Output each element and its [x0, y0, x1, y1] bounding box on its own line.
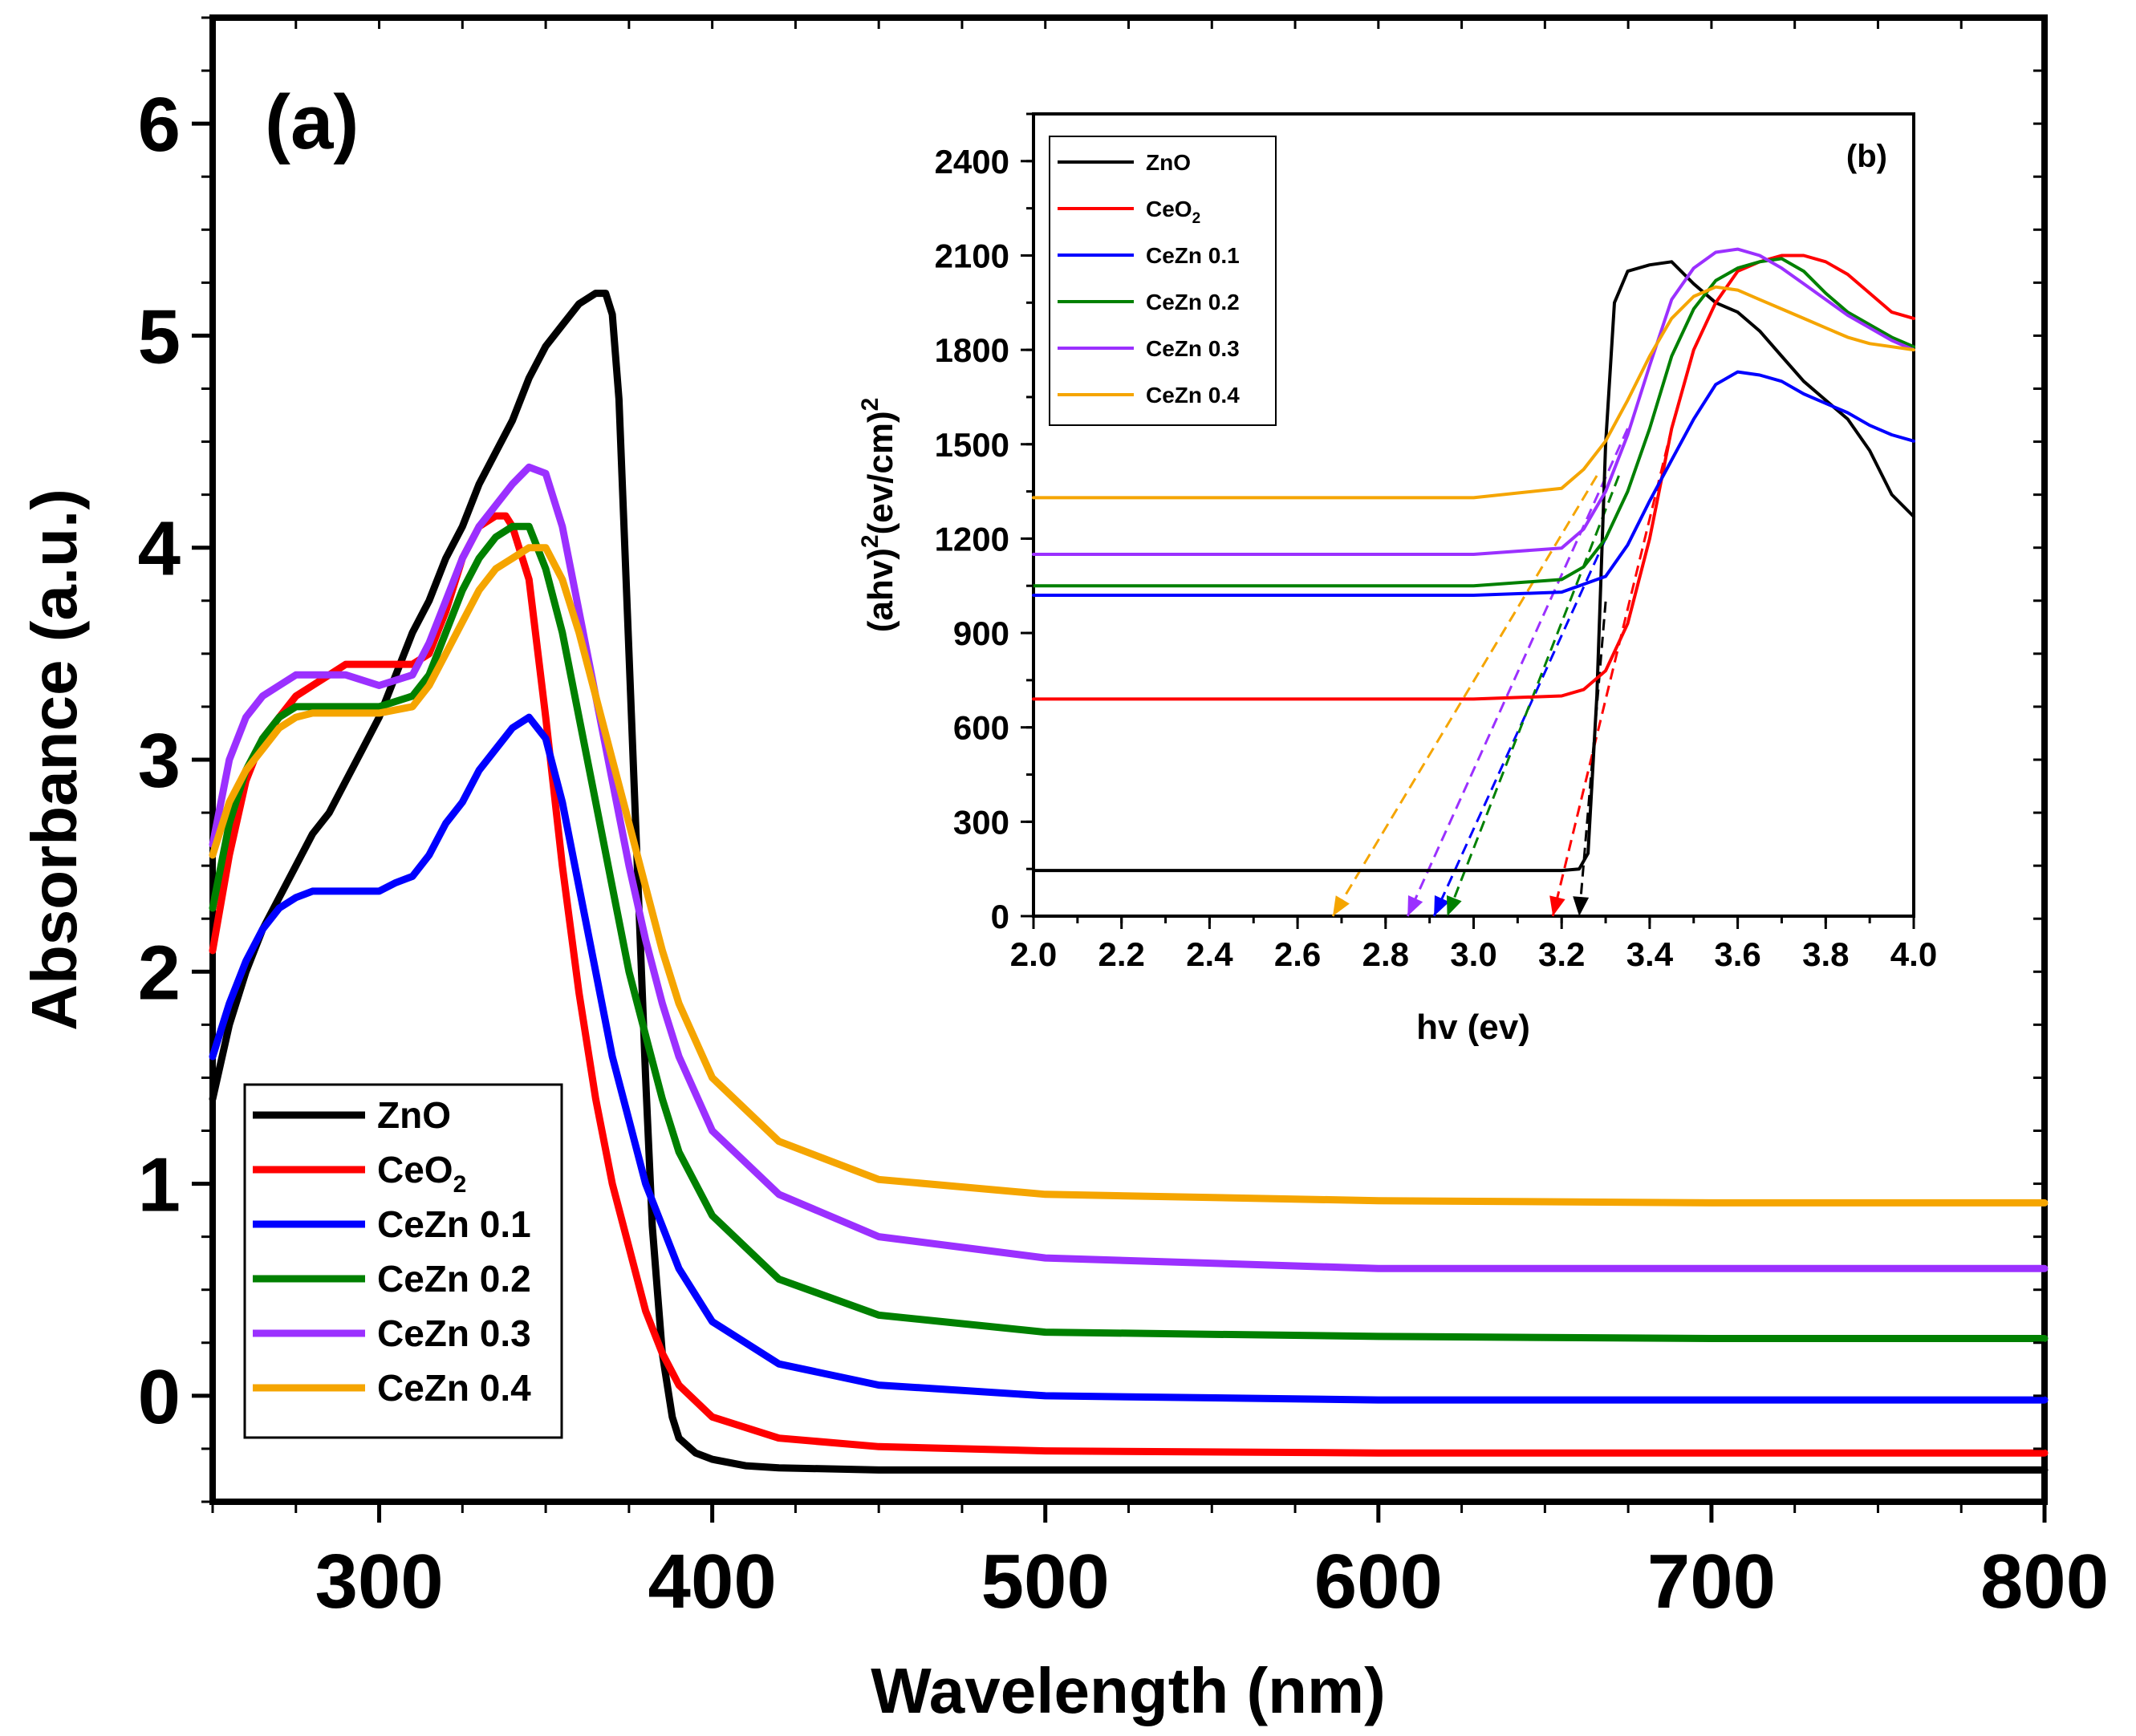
inset-y-axis-title: (ahv)2(ev/cm)2: [857, 398, 900, 633]
panel-label-b: (b): [1846, 139, 1887, 174]
main-y-tick-label: 1: [138, 1142, 181, 1228]
inset-y-tick-label: 300: [953, 803, 1009, 841]
inset-legend-label-cezn-0-1: CeZn 0.1: [1146, 243, 1240, 268]
main-y-tick-label: 0: [138, 1354, 181, 1440]
main-legend-label-ceo2: CeO2: [377, 1149, 466, 1198]
inset-tangent-line-2: [1551, 428, 1673, 917]
inset-tangent-arrow-5: [1407, 895, 1423, 916]
inset-y-tick-label: 900: [953, 614, 1009, 652]
inset-y-tick-label: 1500: [935, 426, 1009, 464]
main-legend-label-zno: ZnO: [377, 1094, 451, 1136]
inset-x-tick-label: 3.8: [1802, 935, 1849, 973]
inset-x-axis-title: hv (ev): [1416, 1008, 1530, 1047]
inset-legend-label-cezn-0-3: CeZn 0.3: [1146, 336, 1240, 361]
inset-series-line-cezn-0-4: [1032, 285, 1915, 500]
inset-tangent-arrow-3: [1434, 895, 1450, 916]
inset-y-tick-label: 600: [953, 709, 1009, 747]
main-legend-label-cezn-0-3: CeZn 0.3: [377, 1312, 531, 1354]
main-series-lines: [209, 290, 2049, 1474]
main-y-tick-label: 2: [138, 930, 181, 1016]
inset-x-tick-label: 2.2: [1098, 935, 1145, 973]
inset-legend-label-cezn-0-4: CeZn 0.4: [1146, 383, 1240, 408]
main-series-line-cezn-0-2: [209, 522, 2049, 1342]
inset-plot: 2.0 2.2 2.4 2.6 2.8 3.0 3.2 3.4 3.6 3.8 4.0 0 300 600…: [857, 112, 1937, 1047]
inset-tangent-line-5: [1406, 428, 1629, 917]
inset-tangent-line-6: [1331, 475, 1598, 917]
main-y-tick-label: 6: [138, 82, 181, 168]
main-legend-label-cezn-0-1: CeZn 0.1: [377, 1203, 531, 1245]
main-y-tick-label: 5: [138, 294, 181, 379]
inset-tangent-line-3: [1432, 537, 1607, 917]
inset-series-line-cezn-0-2: [1032, 257, 1915, 588]
inset-series-line-cezn-0-1: [1032, 370, 1915, 597]
main-series-line-cezn-0-1: [209, 713, 2049, 1404]
main-y-tick-label: 3: [138, 718, 181, 804]
inset-tangent-arrow-4: [1446, 895, 1462, 916]
inset-x-tick-label: 2.6: [1274, 935, 1321, 973]
inset-tangent-arrow-1: [1573, 896, 1590, 916]
main-legend: ZnO CeO2 CeZn 0.1 CeZn 0.2 CeZn 0.3 CeZn 0.4: [243, 1083, 563, 1439]
inset-y-tick-label: 2400: [935, 143, 1009, 180]
main-x-tick-label: 300: [315, 1539, 443, 1624]
main-legend-label-cezn-0-4: CeZn 0.4: [377, 1367, 531, 1409]
inset-axes: 2.0 2.2 2.4 2.6 2.8 3.0 3.2 3.4 3.6 3.8 4.0 0 300 600…: [935, 112, 1937, 973]
inset-y-tick-label: 1200: [935, 520, 1009, 558]
main-series-line-zno: [209, 290, 2049, 1474]
main-series-line-cezn-0-4: [209, 544, 2049, 1207]
inset-x-tick-label: 2.0: [1010, 935, 1057, 973]
main-x-axis-title: Wavelength (nm): [871, 1655, 1385, 1726]
main-y-axis-title: Absorbance (a.u.): [18, 489, 90, 1031]
inset-x-tick-label: 4.0: [1890, 935, 1937, 973]
main-x-tick-label: 700: [1647, 1539, 1776, 1624]
main-legend-label-cezn-0-2: CeZn 0.2: [377, 1258, 531, 1300]
main-plot: 300 400 500 600 700 800 0 1 2 3 4 5 6 (a) Wavelength…: [18, 14, 2109, 1726]
inset-legend-box: [1049, 136, 1277, 426]
inset-tangent-arrow-2: [1549, 895, 1565, 916]
main-x-tick-label: 400: [648, 1539, 777, 1624]
main-legend-box: [243, 1083, 563, 1439]
inset-legend-label-cezn-0-2: CeZn 0.2: [1146, 290, 1240, 314]
inset-legend-label-zno: ZnO: [1146, 150, 1191, 175]
inset-x-tick-label: 2.8: [1362, 935, 1409, 973]
inset-x-tick-label: 2.4: [1186, 935, 1233, 973]
inset-series-lines: [1032, 247, 1915, 917]
inset-series-line-cezn-0-3: [1032, 247, 1915, 556]
main-y-tick-label: 4: [138, 506, 181, 592]
inset-x-tick-label: 3.6: [1714, 935, 1760, 973]
inset-tangent-arrow-6: [1332, 895, 1350, 916]
inset-x-tick-label: 3.2: [1538, 935, 1585, 973]
inset-y-tick-label: 2100: [935, 237, 1009, 274]
main-axes: 300 400 500 600 700 800 0 1 2 3 4 5 6: [138, 16, 2109, 1624]
main-x-tick-label: 800: [1980, 1539, 2109, 1624]
inset-x-tick-label: 3.4: [1626, 935, 1674, 973]
inset-x-tick-label: 3.0: [1450, 935, 1496, 973]
inset-y-tick-label: 0: [991, 898, 1009, 935]
inset-y-tick-label: 1800: [935, 331, 1009, 369]
main-series-line-cezn-0-3: [209, 463, 2049, 1272]
panel-label-a: (a): [265, 79, 359, 165]
main-x-tick-label: 600: [1314, 1539, 1443, 1624]
main-x-tick-label: 500: [981, 1539, 1110, 1624]
inset-series-line-ceo2: [1032, 254, 1915, 701]
